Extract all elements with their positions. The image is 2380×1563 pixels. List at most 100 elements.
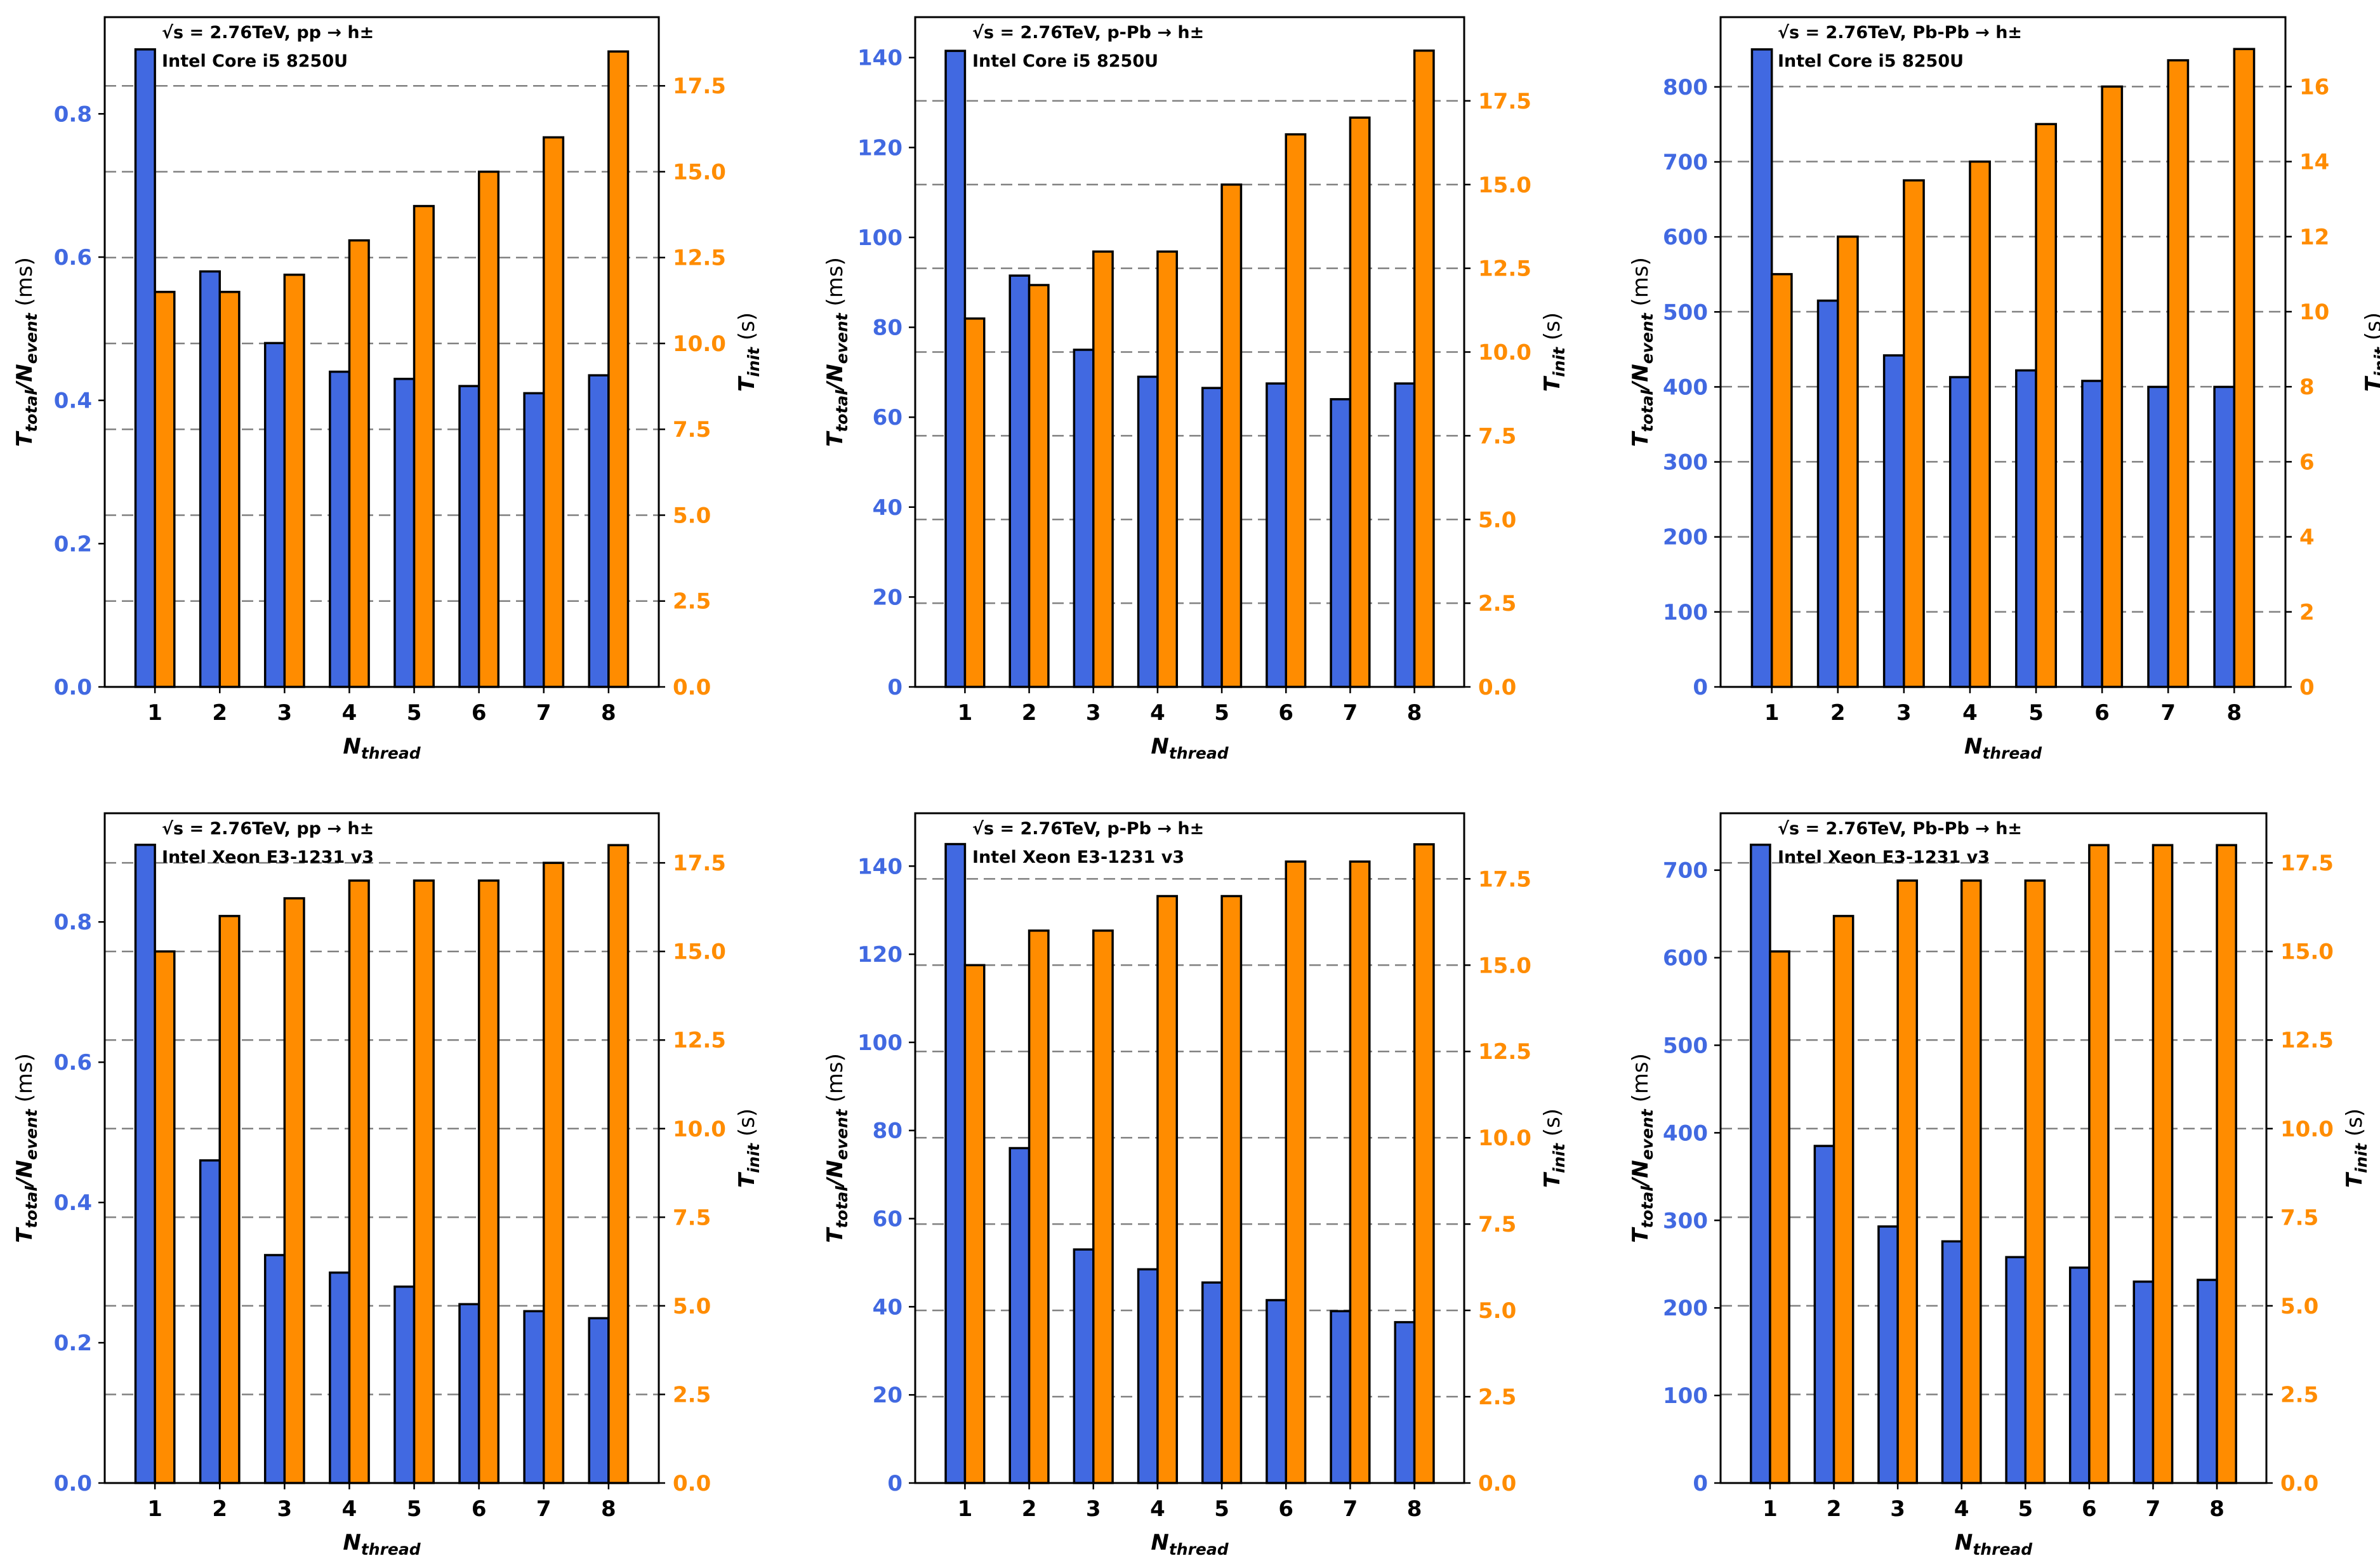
x-tick-label: 5 — [2028, 700, 2044, 726]
bar-right-series — [283, 274, 305, 688]
y-left-tick-label: 0.8 — [54, 910, 92, 935]
x-tick-label: 4 — [1962, 700, 1978, 726]
y-left-tick-label: 120 — [857, 135, 902, 161]
x-tick-label: 1 — [1762, 1496, 1778, 1522]
bar-left-series — [1394, 382, 1416, 688]
x-tick-label: 8 — [1407, 1496, 1422, 1522]
bar-left-series — [329, 370, 351, 688]
y-right-tick-label: 10.0 — [673, 331, 726, 357]
bar-right-series — [1092, 250, 1114, 688]
x-axis-label: Nthread — [1151, 734, 1229, 762]
bar-left-series — [199, 1159, 221, 1484]
x-axis-label: Nthread — [1964, 734, 2042, 762]
y-left-tick-label: 0 — [1693, 675, 1708, 700]
y-right-axis-label: Tinit (s) — [2342, 1108, 2370, 1188]
x-tick-label: 3 — [1896, 700, 1912, 726]
y-left-tick-label: 100 — [1663, 600, 1708, 625]
y-left-tick-label: 0 — [1693, 1471, 1708, 1496]
chart-pp-i5: 1 2 3 4 5 6 7 8 0.0 0.2 0.4 0.6 0.8 0.0 2.5 5.0 7.5 10.0 1… — [12, 16, 763, 762]
bar-left-series — [393, 1285, 416, 1484]
y-left-tick-label: 0 — [887, 1471, 902, 1496]
y-left-tick-label: 0.0 — [54, 675, 92, 700]
y-right-tick-label: 5.0 — [1478, 507, 1516, 533]
bar-left-series — [1882, 354, 1905, 688]
y-right-tick-label: 10.0 — [1478, 1126, 1531, 1151]
bar-right-series — [1413, 50, 1435, 688]
y-right-tick-label: 17.5 — [1478, 89, 1531, 114]
bar-right-series — [218, 291, 241, 688]
x-tick-label: 7 — [1343, 1496, 1358, 1522]
bar-right-series — [2088, 844, 2110, 1484]
bar-left-series — [199, 270, 221, 688]
bar-left-series — [1201, 387, 1223, 688]
bar-right-series — [218, 915, 241, 1484]
y-left-axis-label: Ttotal/Nevent (ms) — [823, 1053, 851, 1243]
y-right-tick-label: 0.0 — [1478, 1471, 1516, 1496]
y-right-tick-label: 12 — [2299, 225, 2329, 250]
bar-left-series — [393, 378, 416, 688]
y-right-tick-label: 15.0 — [673, 940, 726, 965]
bar-right-series — [1832, 915, 1854, 1484]
x-tick-label: 8 — [1407, 700, 1422, 726]
x-tick-label: 6 — [472, 1496, 487, 1522]
bar-left-series — [1330, 398, 1352, 688]
y-left-tick-label: 200 — [1663, 525, 1708, 550]
chart-title-line: √s = 2.76TeV, p-Pb → h± — [972, 819, 1204, 839]
x-tick-label: 2 — [1022, 700, 1037, 726]
bar-right-series — [1896, 879, 1919, 1484]
plot-frame — [103, 812, 660, 1484]
bar-right-series — [1220, 183, 1243, 688]
x-tick-label: 4 — [1150, 700, 1165, 726]
x-tick-label: 5 — [407, 700, 422, 726]
y-right-axis-label: Tinit (s) — [734, 1108, 763, 1188]
chart-title-line: √s = 2.76TeV, pp → h± — [162, 819, 374, 839]
bar-left-series — [263, 1254, 286, 1484]
bar-right-series — [1837, 236, 1859, 688]
x-axis-label: Nthread — [343, 734, 421, 762]
x-tick-label: 4 — [342, 700, 357, 726]
y-right-tick-label: 0.0 — [1478, 675, 1516, 700]
chart-title-line: √s = 2.76TeV, Pb-Pb → h± — [1778, 819, 2022, 839]
y-left-tick-label: 80 — [873, 1119, 902, 1144]
y-left-axis-label: Ttotal/Nevent (ms) — [1628, 257, 1656, 447]
y-left-tick-label: 600 — [1663, 946, 1708, 971]
bar-right-series — [2024, 879, 2046, 1484]
bar-left-series — [458, 385, 480, 688]
bar-right-series — [1903, 179, 1925, 688]
y-right-tick-label: 16 — [2299, 74, 2329, 100]
x-tick-label: 7 — [536, 700, 552, 726]
bar-right-series — [1960, 879, 1982, 1484]
y-left-tick-label: 0.6 — [54, 1050, 92, 1075]
bar-right-series — [2152, 844, 2174, 1484]
y-right-axis-label: Tinit (s) — [734, 312, 763, 392]
bar-left-series — [2015, 369, 2037, 688]
y-right-tick-label: 12.5 — [673, 1028, 726, 1053]
y-right-tick-label: 12.5 — [1478, 256, 1531, 282]
y-right-tick-label: 12.5 — [1478, 1039, 1531, 1065]
bar-left-series — [2068, 1266, 2091, 1484]
chart-title-line: √s = 2.76TeV, pp → h± — [162, 23, 374, 43]
y-right-tick-label: 0.0 — [2280, 1471, 2318, 1496]
bar-right-series — [1220, 895, 1243, 1484]
chart-pPb-i5: 1 2 3 4 5 6 7 80204060801001201400.02.55.07.510… — [823, 16, 1568, 762]
chart-PbPb-xeon: 1 2 3 4 5 6 7 8 0 100 200 300 400 500 600 700 0.0 2.5 5.0 7… — [1628, 812, 2370, 1559]
bar-left-series — [588, 374, 610, 688]
bar-left-series — [944, 50, 967, 688]
bar-left-series — [588, 1317, 610, 1484]
x-axis-label: Nthread — [1151, 1530, 1229, 1559]
bar-right-series — [477, 879, 500, 1484]
y-right-tick-label: 6 — [2299, 449, 2315, 475]
x-tick-label: 2 — [1022, 1496, 1037, 1522]
x-tick-label: 2 — [212, 700, 227, 726]
y-right-tick-label: 17.5 — [1478, 867, 1531, 892]
bar-left-series — [2132, 1280, 2155, 1484]
y-right-tick-label: 10 — [2299, 300, 2329, 325]
y-right-axis-label: Tinit (s) — [1540, 1108, 1568, 1188]
bar-right-series — [543, 861, 565, 1484]
y-right-tick-label: 10.0 — [1478, 340, 1531, 366]
bar-left-series — [2213, 385, 2236, 688]
y-left-tick-label: 400 — [1663, 375, 1708, 400]
y-right-tick-label: 8 — [2299, 375, 2315, 400]
bar-right-series — [348, 239, 370, 688]
